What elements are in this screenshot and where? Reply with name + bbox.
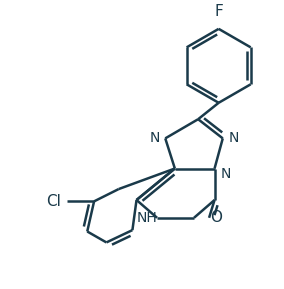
Text: N: N (220, 167, 231, 181)
Text: NH: NH (136, 211, 157, 225)
Text: N: N (229, 131, 239, 145)
Text: F: F (214, 4, 223, 19)
Text: Cl: Cl (46, 194, 61, 209)
Text: O: O (210, 210, 222, 225)
Text: N: N (149, 131, 160, 145)
